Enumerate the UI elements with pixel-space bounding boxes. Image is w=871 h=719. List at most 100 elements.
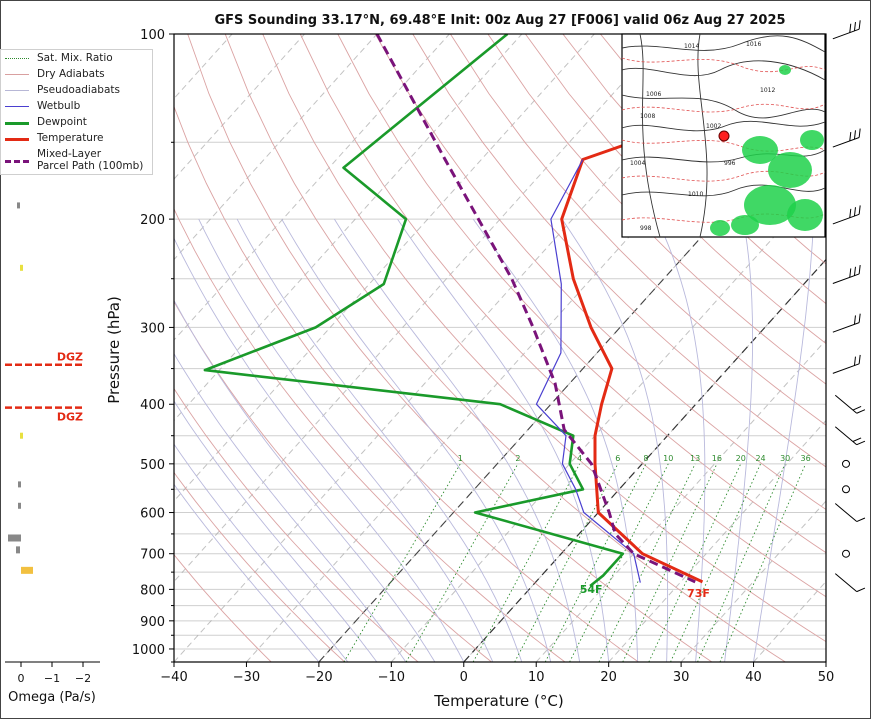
mixing-ratio-label: 36 — [801, 454, 811, 463]
omega-bar — [20, 264, 23, 271]
wind-barb-flag — [856, 440, 866, 446]
inset-precip-area — [779, 65, 791, 75]
wind-barb-flag — [858, 264, 861, 274]
pseudoadiabat — [174, 443, 349, 662]
wind-barb — [834, 503, 866, 522]
isotherm-line — [825, 661, 826, 662]
series-dewpoint — [203, 34, 625, 588]
omega-tick-label: −1 — [44, 672, 60, 685]
legend-swatch — [5, 74, 29, 75]
wind-barb-calm — [842, 485, 850, 494]
mixing-ratio-line — [343, 463, 461, 662]
legend-swatch — [5, 160, 29, 163]
mixing-ratio-label: 4 — [577, 454, 582, 463]
omega-bar — [17, 202, 20, 209]
inset-contour — [622, 184, 825, 197]
x-tick-label: −40 — [160, 670, 187, 685]
wind-barb-flag — [849, 23, 852, 33]
dry-adiabat — [525, 34, 826, 345]
isotherm-zero — [463, 258, 826, 662]
y-tick-label: 900 — [140, 615, 165, 630]
mixing-ratio-label: 6 — [615, 454, 620, 463]
isotherm-line — [174, 34, 523, 422]
wind-barb — [834, 426, 866, 446]
y-tick-label: 500 — [140, 458, 165, 473]
inset-precip-area — [768, 152, 812, 188]
inset-precip-area — [742, 136, 778, 164]
inset-location-marker — [718, 130, 730, 142]
inset-contour — [639, 34, 661, 237]
wind-barb-flag — [849, 268, 852, 278]
x-tick-label: 30 — [673, 670, 690, 685]
inset-temp-contour — [622, 57, 825, 73]
x-tick-label: 20 — [600, 670, 617, 685]
dry-adiabat — [224, 34, 786, 662]
dry-adiabat — [174, 471, 345, 662]
inset-precip-area — [787, 199, 823, 231]
inset-contour-label: 998 — [640, 225, 652, 232]
inset-precip-area — [731, 215, 759, 235]
pseudoadiabat — [472, 218, 639, 662]
x-tick-label: −10 — [378, 670, 405, 685]
inset-contour-label: 1008 — [640, 113, 655, 120]
mixing-ratio-line — [719, 463, 807, 662]
mixing-ratio-label: 24 — [755, 454, 765, 463]
y-tick-label: 800 — [140, 583, 165, 598]
wind-barb-flag — [858, 20, 861, 30]
legend-label: Dewpoint — [37, 116, 87, 128]
dry-adiabat — [174, 300, 492, 662]
dry-adiabat — [825, 34, 826, 35]
wind-barb-staff — [834, 503, 858, 522]
wind-barb-flag — [852, 437, 862, 442]
inset-precip-area — [744, 185, 796, 225]
pseudoadiabat — [236, 218, 523, 662]
wind-barb-flag — [853, 266, 856, 276]
mixing-ratio-line — [569, 463, 669, 662]
dgz-label: DGZ — [57, 351, 83, 364]
inset-contour-label: 1004 — [630, 160, 645, 167]
pseudoadiabat — [174, 237, 465, 662]
x-tick-label: 10 — [528, 670, 545, 685]
pseudoadiabat — [281, 218, 552, 662]
pseudoadiabat — [561, 218, 669, 662]
series-wetbulb — [535, 159, 641, 583]
inset-contour — [697, 34, 708, 237]
isotherm-line — [174, 34, 378, 261]
wind-barb-staff — [832, 28, 860, 40]
mixing-ratio-label: 16 — [712, 454, 722, 463]
inset-precip-area — [800, 130, 824, 150]
wind-barb-calm — [842, 459, 850, 468]
wind-barb-staff — [834, 394, 858, 414]
wind-barb — [832, 20, 861, 40]
legend-label: Sat. Mix. Ratio — [37, 52, 113, 64]
wind-barb-staff — [832, 213, 860, 225]
wind-barb-flag — [849, 208, 852, 218]
surface-dewpoint-label: 54F — [580, 583, 603, 596]
y-tick-label: 700 — [140, 548, 165, 563]
wind-barb — [832, 313, 861, 333]
dry-adiabat — [299, 34, 826, 598]
wind-barb-flag — [858, 205, 861, 215]
mixing-ratio-line — [697, 463, 786, 662]
dry-adiabat — [374, 34, 826, 511]
mixing-ratio-label: 8 — [643, 454, 648, 463]
pseudoadiabat — [174, 400, 378, 662]
inset-contour-label: 1014 — [684, 43, 699, 50]
mixing-ratio-line — [670, 463, 761, 662]
isotherm-line — [680, 500, 826, 662]
wind-barb-flag — [858, 313, 861, 323]
omega-tick-label: 0 — [18, 672, 25, 685]
inset-temp-contour — [622, 213, 825, 223]
wind-barb-staff — [834, 426, 858, 446]
dry-adiabat — [262, 34, 826, 643]
inset-contour-label: 1016 — [746, 41, 761, 48]
dry-adiabat — [412, 34, 826, 468]
legend-swatch — [5, 90, 29, 91]
dry-adiabat — [337, 34, 826, 554]
mixing-ratio-line — [648, 463, 742, 662]
mixing-ratio-line — [472, 463, 581, 662]
y-tick-label: 400 — [140, 398, 165, 413]
pseudoadiabat — [397, 218, 610, 662]
pseudoadiabat — [174, 483, 320, 662]
inset-contour-label: 1010 — [688, 191, 703, 198]
